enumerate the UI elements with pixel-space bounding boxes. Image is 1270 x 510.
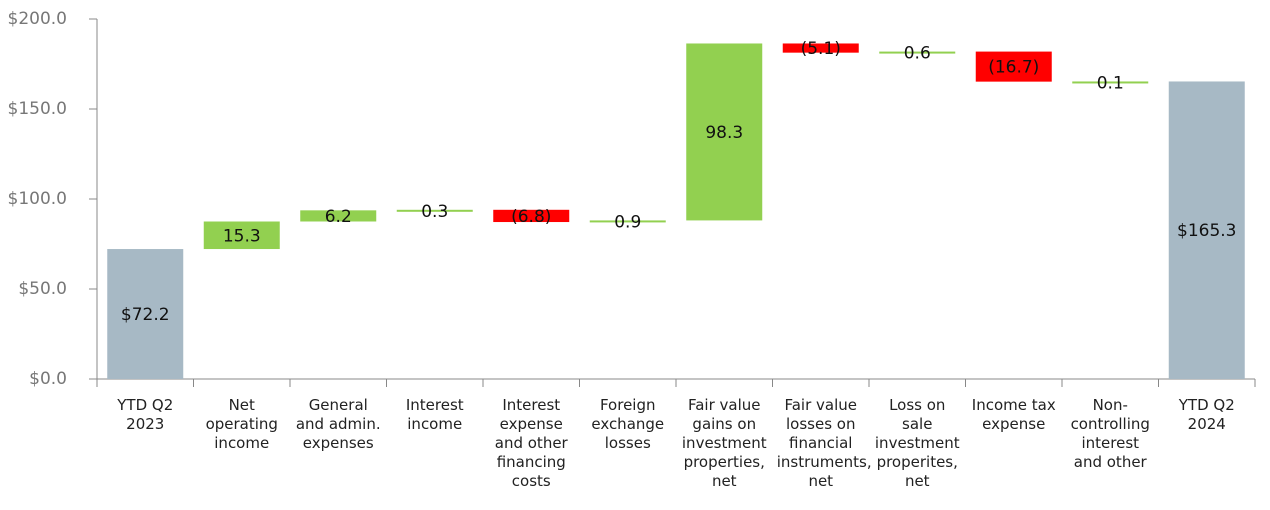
data-label: 6.2 [325, 207, 352, 227]
bar [396, 209, 473, 212]
bar [782, 43, 859, 53]
x-tick-label: Foreign exchange losses [591, 396, 665, 452]
x-tick-label: Non-controlling interest and other [1070, 396, 1150, 471]
bar [493, 209, 570, 223]
x-tick-label: YTD Q2 2023 [117, 396, 174, 433]
y-tick-label: $200.0 [8, 9, 67, 29]
y-tick-label: $50.0 [18, 279, 67, 299]
y-tick-label: $100.0 [8, 189, 67, 209]
data-label: $165.3 [1177, 221, 1236, 241]
bar [203, 221, 280, 250]
data-label: (16.7) [988, 58, 1039, 78]
y-tick-label: $150.0 [8, 99, 67, 119]
data-label: $72.2 [121, 305, 170, 325]
bar [1168, 81, 1245, 380]
y-tick-label: $0.0 [29, 369, 67, 389]
data-label: (6.8) [511, 207, 551, 227]
bar [107, 249, 184, 379]
x-tick-label: YTD Q2 2024 [1178, 396, 1235, 433]
bar [1072, 81, 1149, 84]
x-tick-label: Fair value losses on financial instrumen… [776, 396, 872, 490]
bar [300, 210, 377, 222]
data-label: 15.3 [223, 226, 261, 246]
data-label: (5.1) [801, 39, 841, 59]
bar [589, 220, 666, 223]
data-label: 98.3 [705, 123, 743, 143]
bar [686, 43, 763, 221]
bar [879, 51, 956, 54]
x-tick-label: Fair value gains on investment propertie… [681, 396, 767, 490]
x-tick-label: Interest income [405, 396, 464, 433]
data-label: 0.1 [1097, 73, 1124, 93]
x-tick-label: Income tax expense [971, 396, 1056, 433]
data-label: 0.3 [421, 202, 448, 222]
x-tick-label: Loss on sale investment properites, net [874, 396, 960, 490]
x-tick-label: General and admin. expenses [295, 396, 381, 452]
x-tick-label: Net operating income [205, 396, 278, 452]
x-tick-label: Interest expense and other financing cos… [494, 396, 568, 490]
data-label: 0.9 [614, 212, 641, 232]
bar [975, 51, 1052, 82]
data-label: 0.6 [904, 44, 931, 64]
